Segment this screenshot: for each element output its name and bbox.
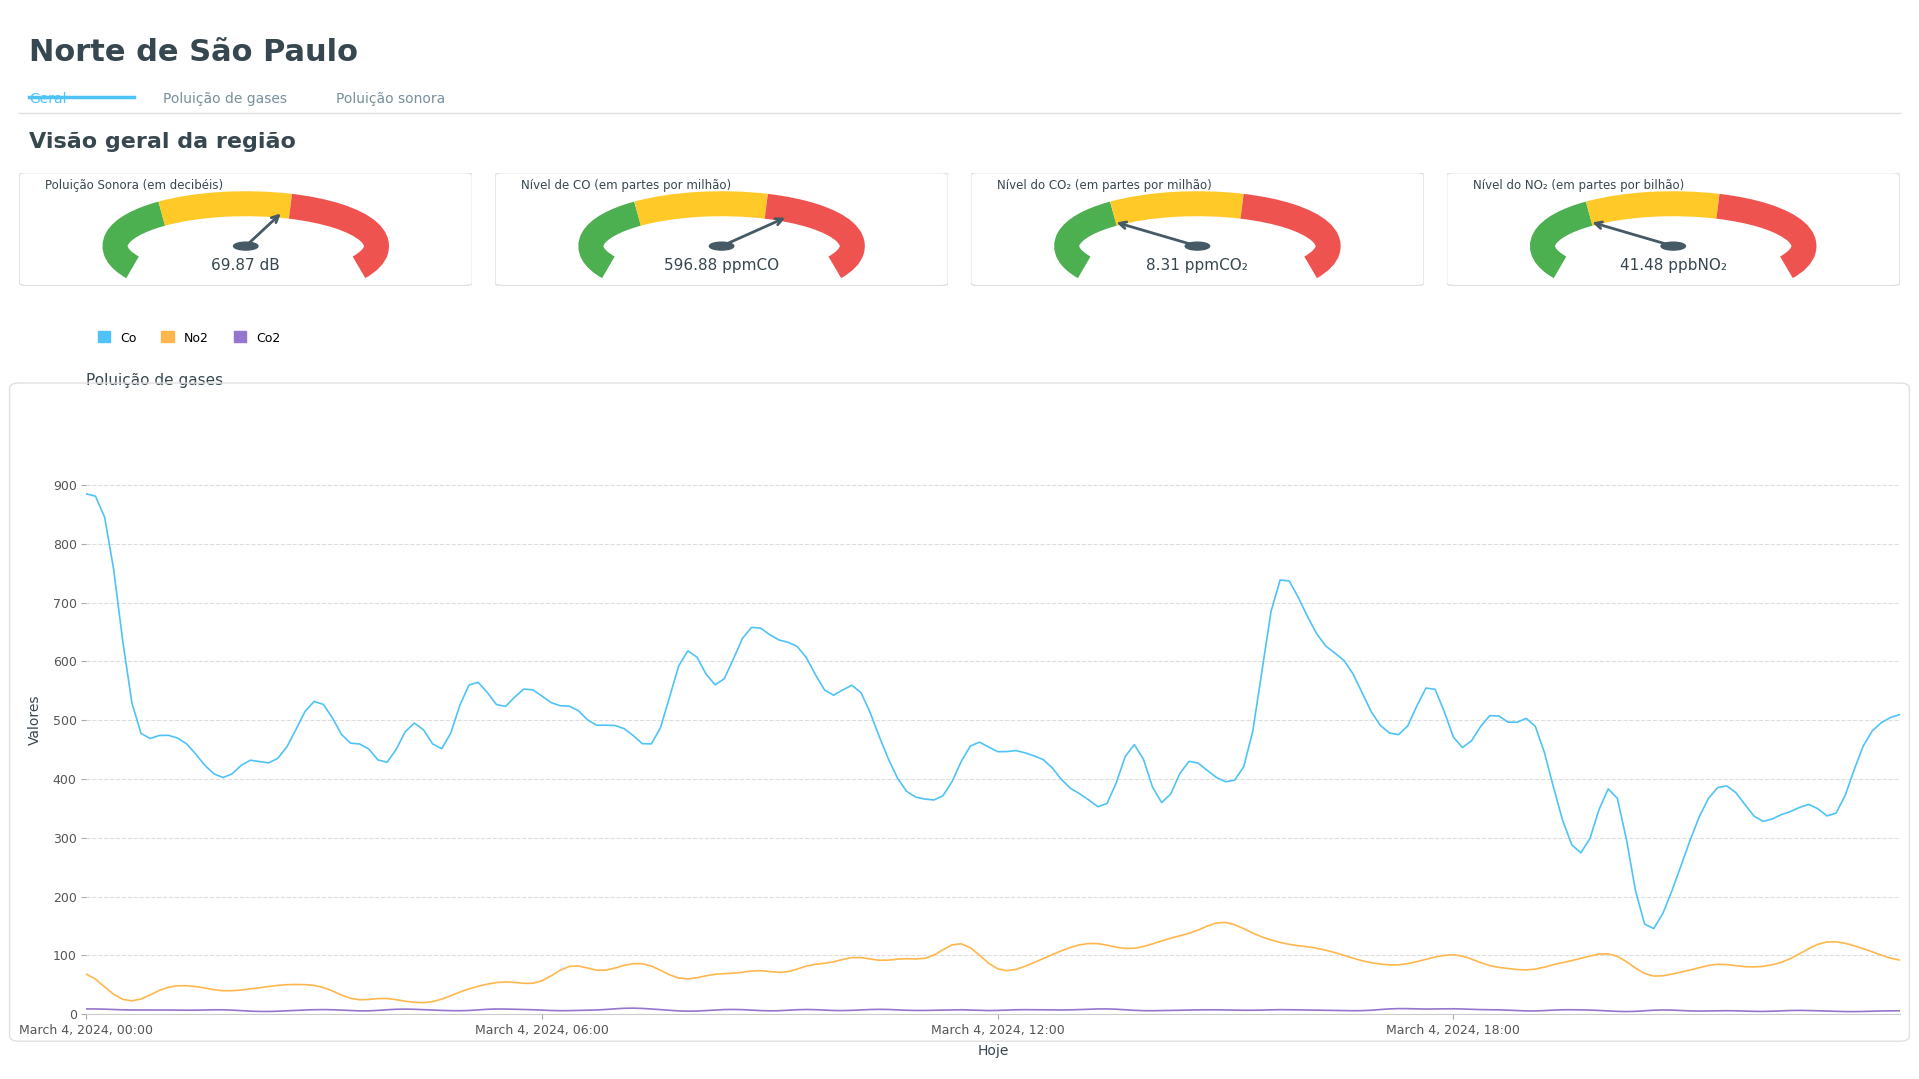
Text: Poluição de gases: Poluição de gases	[163, 92, 288, 106]
Text: Poluição sonora: Poluição sonora	[336, 92, 445, 106]
Circle shape	[1662, 242, 1685, 250]
FancyBboxPatch shape	[1447, 173, 1900, 286]
Y-axis label: Valores: Valores	[27, 695, 42, 746]
Legend: Co, No2, Co2: Co, No2, Co2	[92, 327, 286, 350]
X-axis label: Hoje: Hoje	[977, 1043, 1009, 1057]
Text: Nível do CO₂ (em partes por milhão): Nível do CO₂ (em partes por milhão)	[998, 179, 1211, 192]
Text: 69.87 dB: 69.87 dB	[211, 258, 280, 273]
Text: Nível do NO₂ (em partes por bilhão): Nível do NO₂ (em partes por bilhão)	[1472, 179, 1685, 192]
Circle shape	[234, 242, 257, 250]
Circle shape	[710, 242, 733, 250]
Text: Nível de CO (em partes por milhão): Nível de CO (em partes por milhão)	[522, 179, 731, 192]
Text: Poluição Sonora (em decibéis): Poluição Sonora (em decibéis)	[46, 179, 223, 192]
Text: Poluição de gases: Poluição de gases	[86, 372, 223, 387]
Text: Visão geral da região: Visão geral da região	[29, 132, 296, 152]
FancyBboxPatch shape	[495, 173, 948, 286]
Text: 596.88 ppmCO: 596.88 ppmCO	[664, 258, 779, 273]
Circle shape	[1186, 242, 1209, 250]
Text: 41.48 ppbNO₂: 41.48 ppbNO₂	[1620, 258, 1727, 273]
FancyBboxPatch shape	[971, 173, 1424, 286]
Text: 8.31 ppmCO₂: 8.31 ppmCO₂	[1146, 258, 1249, 273]
FancyBboxPatch shape	[19, 173, 472, 286]
Text: Norte de São Paulo: Norte de São Paulo	[29, 38, 357, 67]
Text: Geral: Geral	[29, 92, 67, 106]
